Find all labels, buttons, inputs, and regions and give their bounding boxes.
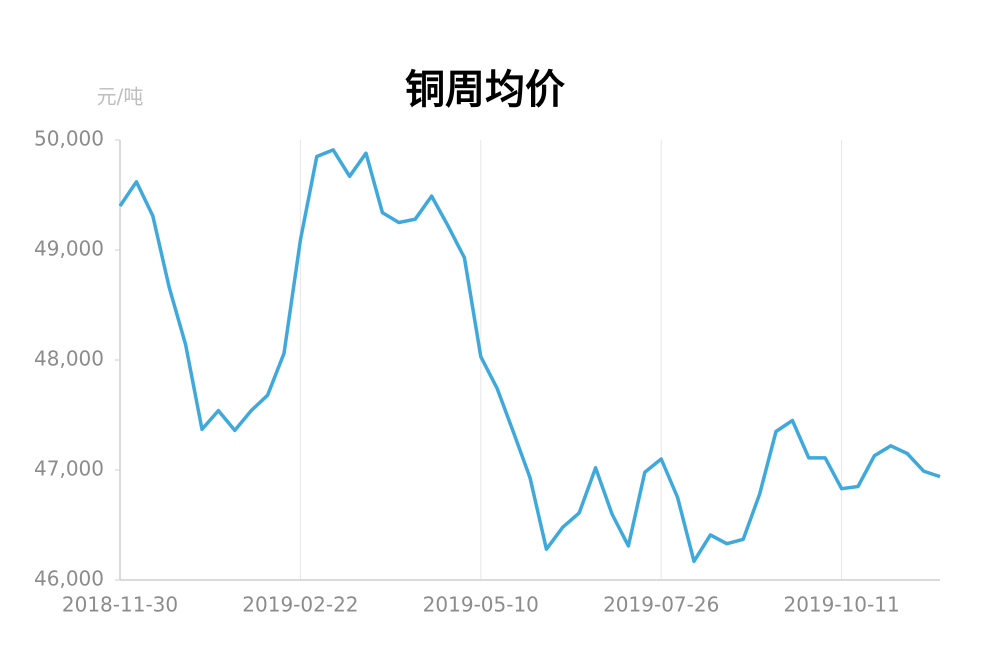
y-tick-label: 48,000 (34, 347, 104, 371)
y-tick-label: 49,000 (34, 237, 104, 261)
y-tick-label: 47,000 (34, 457, 104, 481)
y-axis-unit: 元/吨 (97, 85, 144, 109)
x-tick-label: 2019-07-26 (603, 593, 719, 617)
y-tick-label: 50,000 (34, 127, 104, 151)
chart-title: 铜周均价 (405, 67, 565, 113)
y-tick-label: 46,000 (34, 567, 104, 591)
x-tick-label: 2018-11-30 (62, 593, 178, 617)
data-line (118, 148, 941, 564)
x-tick-label: 2019-10-11 (783, 593, 899, 617)
x-tick-label: 2019-02-22 (242, 593, 358, 617)
x-tick-label: 2019-05-10 (423, 593, 539, 617)
